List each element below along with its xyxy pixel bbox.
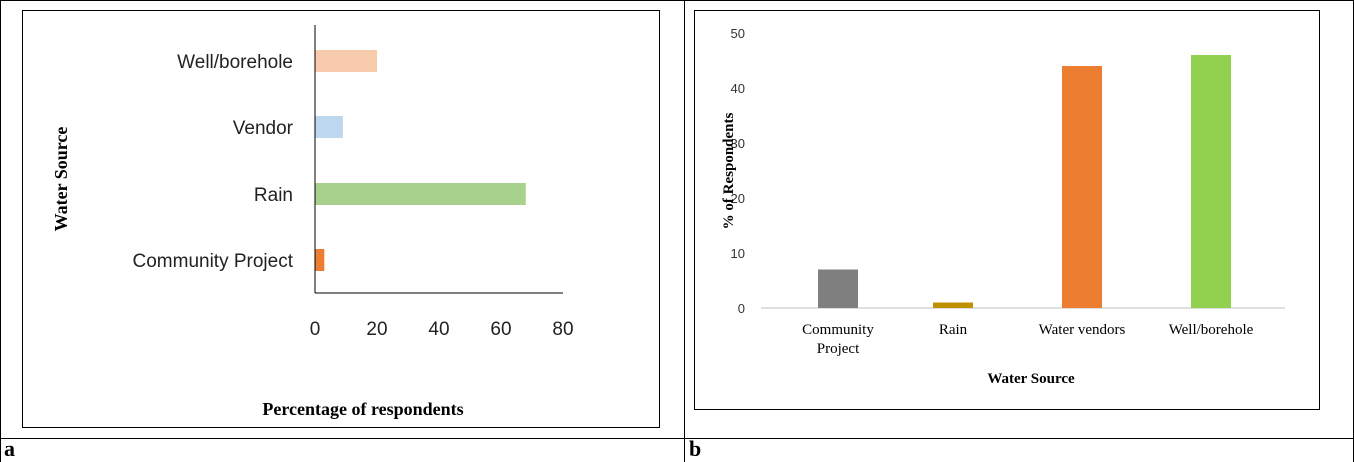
table-border-top <box>0 0 1354 1</box>
chart-b-bar-water-vendors <box>1062 66 1102 308</box>
chart-b-y-tick-label: 40 <box>731 81 745 96</box>
chart-b-category-label: Water vendors <box>1039 322 1126 338</box>
chart-b-category-label: Rain <box>939 322 968 338</box>
chart-b-bar-community-project <box>818 269 858 308</box>
chart-a-y-axis-title: Water Source <box>51 127 71 232</box>
chart-a-x-tick-label: 40 <box>428 319 449 340</box>
chart-b-y-tick-label: 50 <box>731 26 745 41</box>
chart-a-bar-community-project <box>315 249 325 271</box>
panel-letter-a: a <box>4 436 15 461</box>
chart-b-y-tick-label: 20 <box>731 191 745 206</box>
chart-a-bar-well-borehole <box>315 50 377 72</box>
table-border-middle <box>684 0 685 462</box>
chart-a-svg: Well/borehole Vendor Rain Community Project… <box>51 25 574 419</box>
chart-b-panel: 0 10 20 30 40 50 Community Project Rain Water ve… <box>694 10 1320 410</box>
chart-b-y-axis-title: % of Respondents <box>721 112 737 229</box>
chart-b-svg: 0 10 20 30 40 50 Community Project Rain Water ve… <box>721 26 1285 387</box>
panel-letter-b: b <box>689 436 702 461</box>
chart-b-category-label: Community Project <box>802 322 874 357</box>
chart-b-y-tick-label: 30 <box>731 136 745 151</box>
chart-b-bar-well-borehole <box>1191 55 1231 308</box>
chart-a-bar-vendor <box>315 116 343 138</box>
chart-a-category-label: Well/borehole <box>177 52 293 73</box>
table-border-left <box>0 0 1 462</box>
chart-a-panel: Well/borehole Vendor Rain Community Project… <box>22 10 660 428</box>
chart-a-category-label: Vendor <box>233 118 294 139</box>
chart-a-x-tick-label: 20 <box>366 319 387 340</box>
chart-a-x-tick-label: 0 <box>310 319 321 340</box>
chart-b-y-tick-label: 10 <box>731 246 745 261</box>
chart-b-y-tick-label: 0 <box>738 301 745 316</box>
chart-a-x-tick-label: 80 <box>552 319 573 340</box>
table-border-row <box>0 438 1354 439</box>
chart-a-x-axis-title: Percentage of respondents <box>262 399 463 419</box>
chart-b-bar-rain <box>933 302 973 308</box>
chart-a-category-label: Rain <box>254 185 293 206</box>
chart-b-category-label: Well/borehole <box>1169 322 1254 338</box>
chart-a-category-label: Community Project <box>133 251 294 272</box>
chart-a-bar-rain <box>315 183 526 205</box>
chart-a-x-tick-label: 60 <box>490 319 511 340</box>
chart-b-x-axis-title: Water Source <box>987 371 1075 387</box>
